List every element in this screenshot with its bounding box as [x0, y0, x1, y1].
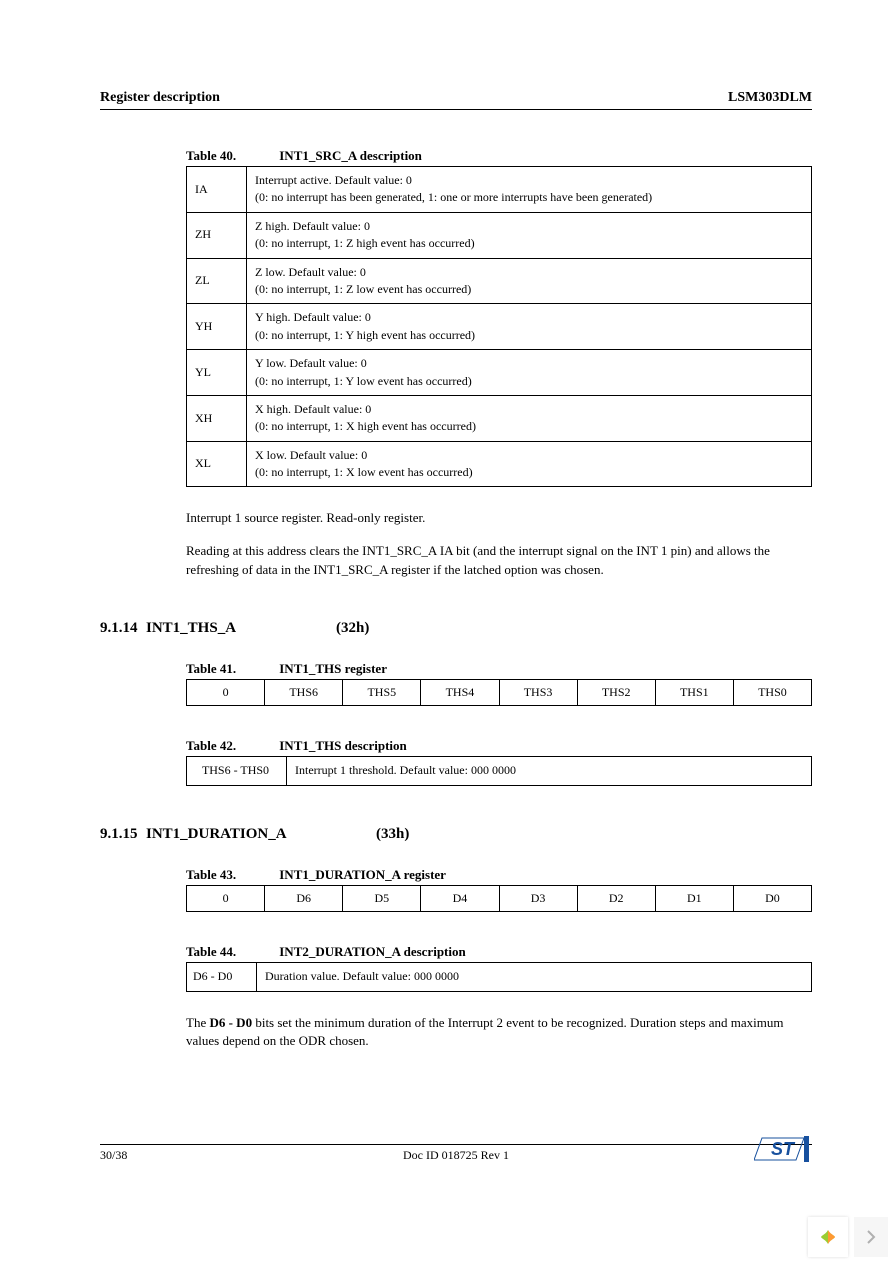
table-row: YHY high. Default value: 0(0: no interru… — [187, 304, 812, 350]
section-name: INT1_DURATION_A — [146, 826, 376, 843]
viewer-controls — [808, 1217, 888, 1257]
table40-caption: Table 40. INT1_SRC_A description — [186, 146, 812, 166]
table40-title: INT1_SRC_A description — [279, 148, 422, 163]
table43-block: Table 43. INT1_DURATION_A register 0D6D5… — [186, 865, 812, 912]
para3-prefix: The — [186, 1015, 209, 1030]
table43-title: INT1_DURATION_A register — [279, 867, 446, 882]
table41: 0THS6THS5THS4THS3THS2THS1THS0 — [186, 679, 812, 706]
bit-desc: Z low. Default value: 0(0: no interrupt,… — [247, 258, 812, 304]
table-row: XLX low. Default value: 0(0: no interrup… — [187, 441, 812, 487]
para1: Interrupt 1 source register. Read-only r… — [186, 509, 812, 528]
para3: The D6 - D0 bits set the minimum duratio… — [186, 1014, 812, 1052]
table42: THS6 - THS0 Interrupt 1 threshold. Defau… — [186, 756, 812, 785]
bit-cell: D6 — [265, 885, 343, 911]
bit-cell: THS0 — [733, 680, 811, 706]
bit-cell: D5 — [343, 885, 421, 911]
section-name: INT1_THS_A — [146, 620, 336, 637]
bit-name: YH — [187, 304, 247, 350]
bit-name: YL — [187, 350, 247, 396]
table43-num: Table 43. — [186, 867, 276, 883]
table40: IAInterrupt active. Default value: 0(0: … — [186, 166, 812, 487]
table42-title: INT1_THS description — [279, 738, 407, 753]
viewer-thumbnail-icon[interactable] — [808, 1217, 848, 1257]
header-right: LSM303DLM — [728, 90, 812, 106]
table-row: IAInterrupt active. Default value: 0(0: … — [187, 167, 812, 213]
table-row: YLY low. Default value: 0(0: no interrup… — [187, 350, 812, 396]
section-num: 9.1.15 — [100, 826, 146, 843]
bit-name: IA — [187, 167, 247, 213]
table44-key: D6 - D0 — [187, 963, 257, 991]
section-addr: (32h) — [336, 620, 369, 637]
table43: 0D6D5D4D3D2D1D0 — [186, 885, 812, 912]
table-row: ZLZ low. Default value: 0(0: no interrup… — [187, 258, 812, 304]
table41-num: Table 41. — [186, 661, 276, 677]
bit-name: XL — [187, 441, 247, 487]
table43-caption: Table 43. INT1_DURATION_A register — [186, 865, 812, 885]
bit-name: ZL — [187, 258, 247, 304]
table44-caption: Table 44. INT2_DURATION_A description — [186, 942, 812, 962]
running-header: Register description LSM303DLM — [100, 90, 812, 110]
para3-bold: D6 - D0 — [209, 1015, 252, 1030]
table42-block: Table 42. INT1_THS description THS6 - TH… — [186, 736, 812, 785]
chevron-right-icon — [866, 1230, 876, 1244]
table44-block: Table 44. INT2_DURATION_A description D6… — [186, 942, 812, 1051]
bit-cell: D2 — [577, 885, 655, 911]
next-page-button[interactable] — [854, 1217, 888, 1257]
bit-desc: Z high. Default value: 0(0: no interrupt… — [247, 212, 812, 258]
bit-cell: D1 — [655, 885, 733, 911]
bit-desc: X low. Default value: 0(0: no interrupt,… — [247, 441, 812, 487]
bit-cell: D3 — [499, 885, 577, 911]
table44-val: Duration value. Default value: 000 0000 — [257, 963, 812, 991]
bit-cell: THS6 — [265, 680, 343, 706]
table40-block: Table 40. INT1_SRC_A description IAInter… — [186, 146, 812, 580]
bit-name: ZH — [187, 212, 247, 258]
bit-cell: THS2 — [577, 680, 655, 706]
table40-num: Table 40. — [186, 148, 276, 164]
section-9-1-14: 9.1.14 INT1_THS_A (32h) — [100, 620, 812, 637]
footer-docid: Doc ID 018725 Rev 1 — [403, 1148, 509, 1163]
bit-cell: D0 — [733, 885, 811, 911]
table42-num: Table 42. — [186, 738, 276, 754]
footer-page: 30/38 — [100, 1148, 127, 1163]
section-addr: (33h) — [376, 826, 409, 843]
table41-title: INT1_THS register — [279, 661, 387, 676]
table41-block: Table 41. INT1_THS register 0THS6THS5THS… — [186, 659, 812, 706]
bit-cell: THS1 — [655, 680, 733, 706]
table42-key: THS6 - THS0 — [187, 757, 287, 785]
table-row: XHX high. Default value: 0(0: no interru… — [187, 395, 812, 441]
table42-caption: Table 42. INT1_THS description — [186, 736, 812, 756]
bit-desc: Y low. Default value: 0(0: no interrupt,… — [247, 350, 812, 396]
section-9-1-15: 9.1.15 INT1_DURATION_A (33h) — [100, 826, 812, 843]
table41-caption: Table 41. INT1_THS register — [186, 659, 812, 679]
table44-num: Table 44. — [186, 944, 276, 960]
table-row: ZHZ high. Default value: 0(0: no interru… — [187, 212, 812, 258]
page-footer: 30/38 Doc ID 018725 Rev 1 — [100, 1144, 812, 1163]
header-left: Register description — [100, 90, 220, 106]
st-logo-icon: ST — [754, 1132, 812, 1171]
bit-desc: Y high. Default value: 0(0: no interrupt… — [247, 304, 812, 350]
bit-cell: 0 — [187, 680, 265, 706]
bit-cell: THS5 — [343, 680, 421, 706]
section-num: 9.1.14 — [100, 620, 146, 637]
bit-name: XH — [187, 395, 247, 441]
bit-cell: D4 — [421, 885, 499, 911]
bit-desc: X high. Default value: 0(0: no interrupt… — [247, 395, 812, 441]
table44: D6 - D0 Duration value. Default value: 0… — [186, 962, 812, 991]
table42-val: Interrupt 1 threshold. Default value: 00… — [287, 757, 812, 785]
bit-cell: 0 — [187, 885, 265, 911]
bit-cell: THS4 — [421, 680, 499, 706]
para3-rest: bits set the minimum duration of the Int… — [186, 1015, 784, 1049]
para2: Reading at this address clears the INT1_… — [186, 542, 812, 580]
table44-title: INT2_DURATION_A description — [279, 944, 465, 959]
page-content: Register description LSM303DLM Table 40.… — [0, 0, 892, 1111]
bit-desc: Interrupt active. Default value: 0(0: no… — [247, 167, 812, 213]
bit-cell: THS3 — [499, 680, 577, 706]
svg-text:ST: ST — [771, 1139, 796, 1159]
